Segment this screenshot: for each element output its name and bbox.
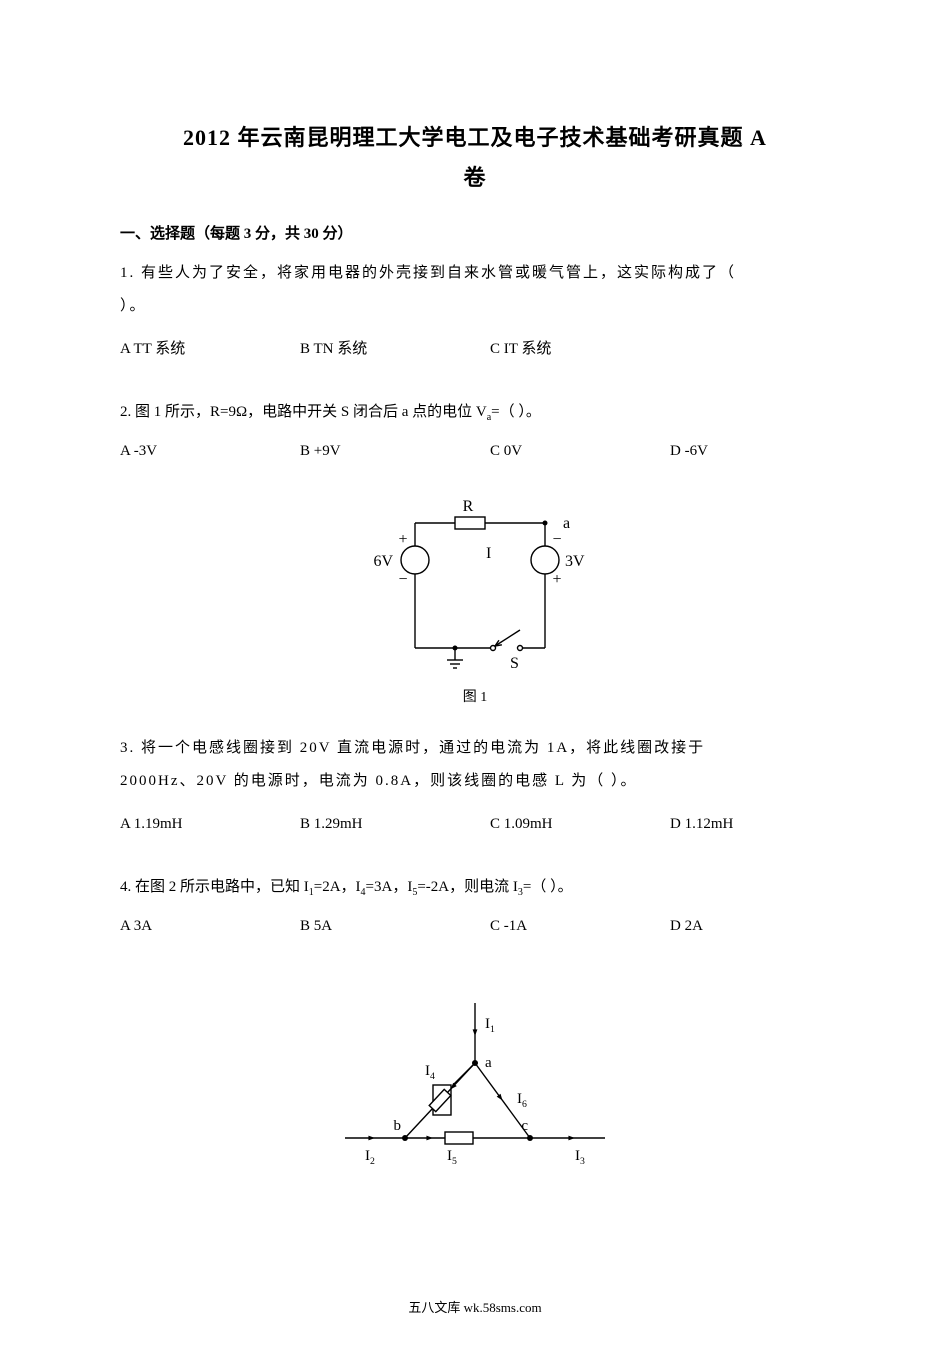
q3-l1: 3. 将一个电感线圈接到 20V 直流电源时，通过的电流为 1A，将此线圈改接于 <box>120 740 705 756</box>
svg-text:6V: 6V <box>373 553 393 570</box>
q1-options: A TT 系统 B TN 系统 C IT 系统 <box>120 333 830 366</box>
svg-text:I1: I1 <box>485 1016 495 1035</box>
q1-text-l1: 1. 有些人为了安全，将家用电器的外壳接到自来水管或暖气管上，这实际构成了（ <box>120 265 736 281</box>
q4-opt-d: D 2A <box>670 910 820 943</box>
figure-1-caption: 图 1 <box>120 686 830 706</box>
q4-v2: =3A，I <box>366 879 413 895</box>
svg-text:a: a <box>563 515 570 532</box>
svg-text:c: c <box>521 1118 528 1134</box>
figure-2-svg: I1 a I4 I6 b c I2 I5 I3 <box>325 993 625 1173</box>
svg-text:3V: 3V <box>565 553 585 570</box>
svg-text:+: + <box>552 571 561 588</box>
q4-v3: =-2A，则电流 I <box>417 879 518 895</box>
q2-opt-c: C 0V <box>490 435 670 468</box>
svg-text:I3: I3 <box>575 1148 585 1167</box>
q1-opt-c: C IT 系统 <box>490 333 670 366</box>
svg-text:−: − <box>398 571 407 588</box>
svg-text:+: + <box>398 531 407 548</box>
question-2: 2. 图 1 所示，R=9Ω，电路中开关 S 闭合后 a 点的电位 Va=（ ）… <box>120 396 830 429</box>
q2-opt-d: D -6V <box>670 435 820 468</box>
q2-opt-b: B +9V <box>300 435 490 468</box>
q4-opt-a: A 3A <box>120 910 300 943</box>
q2-opt-a: A -3V <box>120 435 300 468</box>
figure-1-svg: Ra+−6V−+3VIS <box>345 498 605 678</box>
q3-opt-c: C 1.09mH <box>490 808 670 841</box>
q2-options: A -3V B +9V C 0V D -6V <box>120 435 830 468</box>
q2-text: 2. 图 1 所示，R=9Ω，电路中开关 S 闭合后 a 点的电位 V <box>120 404 487 420</box>
svg-text:I: I <box>486 545 491 562</box>
figure-1: Ra+−6V−+3VIS <box>120 498 830 678</box>
q1-opt-a: A TT 系统 <box>120 333 300 366</box>
svg-text:S: S <box>510 655 519 672</box>
question-1: 1. 有些人为了安全，将家用电器的外壳接到自来水管或暖气管上，这实际构成了（ ）… <box>120 257 830 323</box>
q4-options: A 3A B 5A C -1A D 2A <box>120 910 830 943</box>
q3-l2: 2000Hz、20V 的电源时，电流为 0.8A，则该线圈的电感 L 为（ ）。 <box>120 773 638 789</box>
q1-opt-b: B TN 系统 <box>300 333 490 366</box>
q4-pre: 4. 在图 2 所示电路中，已知 I <box>120 879 309 895</box>
svg-text:a: a <box>485 1055 492 1071</box>
q2-text-after: =（ ）。 <box>491 404 541 420</box>
q4-opt-c: C -1A <box>490 910 670 943</box>
q3-opt-d: D 1.12mH <box>670 808 820 841</box>
svg-text:I5: I5 <box>447 1148 457 1167</box>
question-4: 4. 在图 2 所示电路中，已知 I1=2A，I4=3A，I5=-2A，则电流 … <box>120 871 830 904</box>
question-3: 3. 将一个电感线圈接到 20V 直流电源时，通过的电流为 1A，将此线圈改接于… <box>120 732 830 798</box>
q3-opt-b: B 1.29mH <box>300 808 490 841</box>
section-heading: 一、选择题（每题 3 分，共 30 分） <box>120 222 830 243</box>
svg-text:I4: I4 <box>425 1063 435 1082</box>
figure-2: I1 a I4 I6 b c I2 I5 I3 <box>120 993 830 1173</box>
page-title-line2: 卷 <box>120 160 830 192</box>
q3-options: A 1.19mH B 1.29mH C 1.09mH D 1.12mH <box>120 808 830 841</box>
q3-opt-a: A 1.19mH <box>120 808 300 841</box>
page-title: 2012 年云南昆明理工大学电工及电子技术基础考研真题 A <box>120 120 830 152</box>
svg-text:I6: I6 <box>517 1091 527 1110</box>
q1-text-l2: ）。 <box>120 298 147 314</box>
svg-text:−: − <box>552 531 561 548</box>
footer: 五八文库 wk.58sms.com <box>0 1297 950 1316</box>
q4-opt-b: B 5A <box>300 910 490 943</box>
svg-text:R: R <box>463 498 474 515</box>
q4-v1: =2A，I <box>314 879 361 895</box>
q4-v4: =（ ）。 <box>523 879 573 895</box>
svg-text:b: b <box>394 1118 402 1134</box>
svg-text:I2: I2 <box>365 1148 375 1167</box>
